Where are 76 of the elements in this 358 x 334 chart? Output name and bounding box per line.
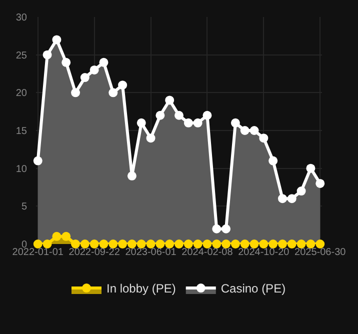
x-tick-label: 2023-06-01 [125,247,177,258]
point [259,240,268,248]
point [202,110,212,120]
y-tick-label: 15 [16,126,28,137]
point [193,240,202,248]
point [165,240,174,248]
point [108,240,118,248]
point [127,240,136,248]
point [71,88,80,98]
point [202,240,212,248]
point [80,240,90,248]
point [212,224,222,234]
point [259,134,268,143]
point [250,240,259,248]
y-tick-label: 5 [21,202,28,213]
point [99,58,108,67]
point [306,164,316,173]
point [127,171,136,180]
point [174,240,184,248]
y-tick-label: 20 [16,88,28,100]
y-tick-label: 30 [16,12,28,24]
point [240,126,250,135]
point [316,240,325,248]
point [146,134,156,143]
point [90,65,99,74]
point [118,240,128,248]
x-tick-label: 2024-02-08 [182,247,234,258]
point [222,224,231,234]
point [296,240,306,248]
point [296,186,306,196]
point [250,126,259,135]
point [278,240,287,248]
point [136,240,146,248]
point [240,240,250,248]
point [165,96,174,105]
x-tick-label: 2025-06-30 [294,247,346,258]
point [33,156,42,166]
x-tick-label: 2024-10-20 [238,247,290,258]
point [278,194,287,204]
point [42,240,52,248]
legend-label: In lobby (PE) [106,282,176,296]
point [230,240,240,248]
point [316,178,325,188]
point [156,110,165,120]
point [268,156,278,166]
point [193,118,202,128]
point [287,240,296,248]
point [212,240,222,248]
point [118,80,128,90]
point [108,88,118,98]
point [99,240,108,248]
point [52,35,62,44]
point [230,118,240,128]
y-tick-label: 10 [16,164,28,175]
point [184,240,193,248]
point [90,240,99,248]
point [287,194,296,204]
point [174,110,184,120]
point [136,118,146,128]
legend-label: Casino (PE) [220,282,286,296]
point [306,240,316,248]
point [222,240,231,248]
point [156,240,165,248]
x-tick-label: 2022-01-01 [12,247,64,258]
point [80,73,90,82]
point [62,58,71,67]
point [52,232,62,241]
point [62,232,71,241]
x-tick-label: 2022-09-22 [68,247,120,258]
point [184,118,193,128]
point [71,240,80,248]
y-tick-label: 25 [16,50,28,62]
point [33,240,42,248]
point [146,240,156,248]
point [268,240,278,248]
point [42,50,52,60]
